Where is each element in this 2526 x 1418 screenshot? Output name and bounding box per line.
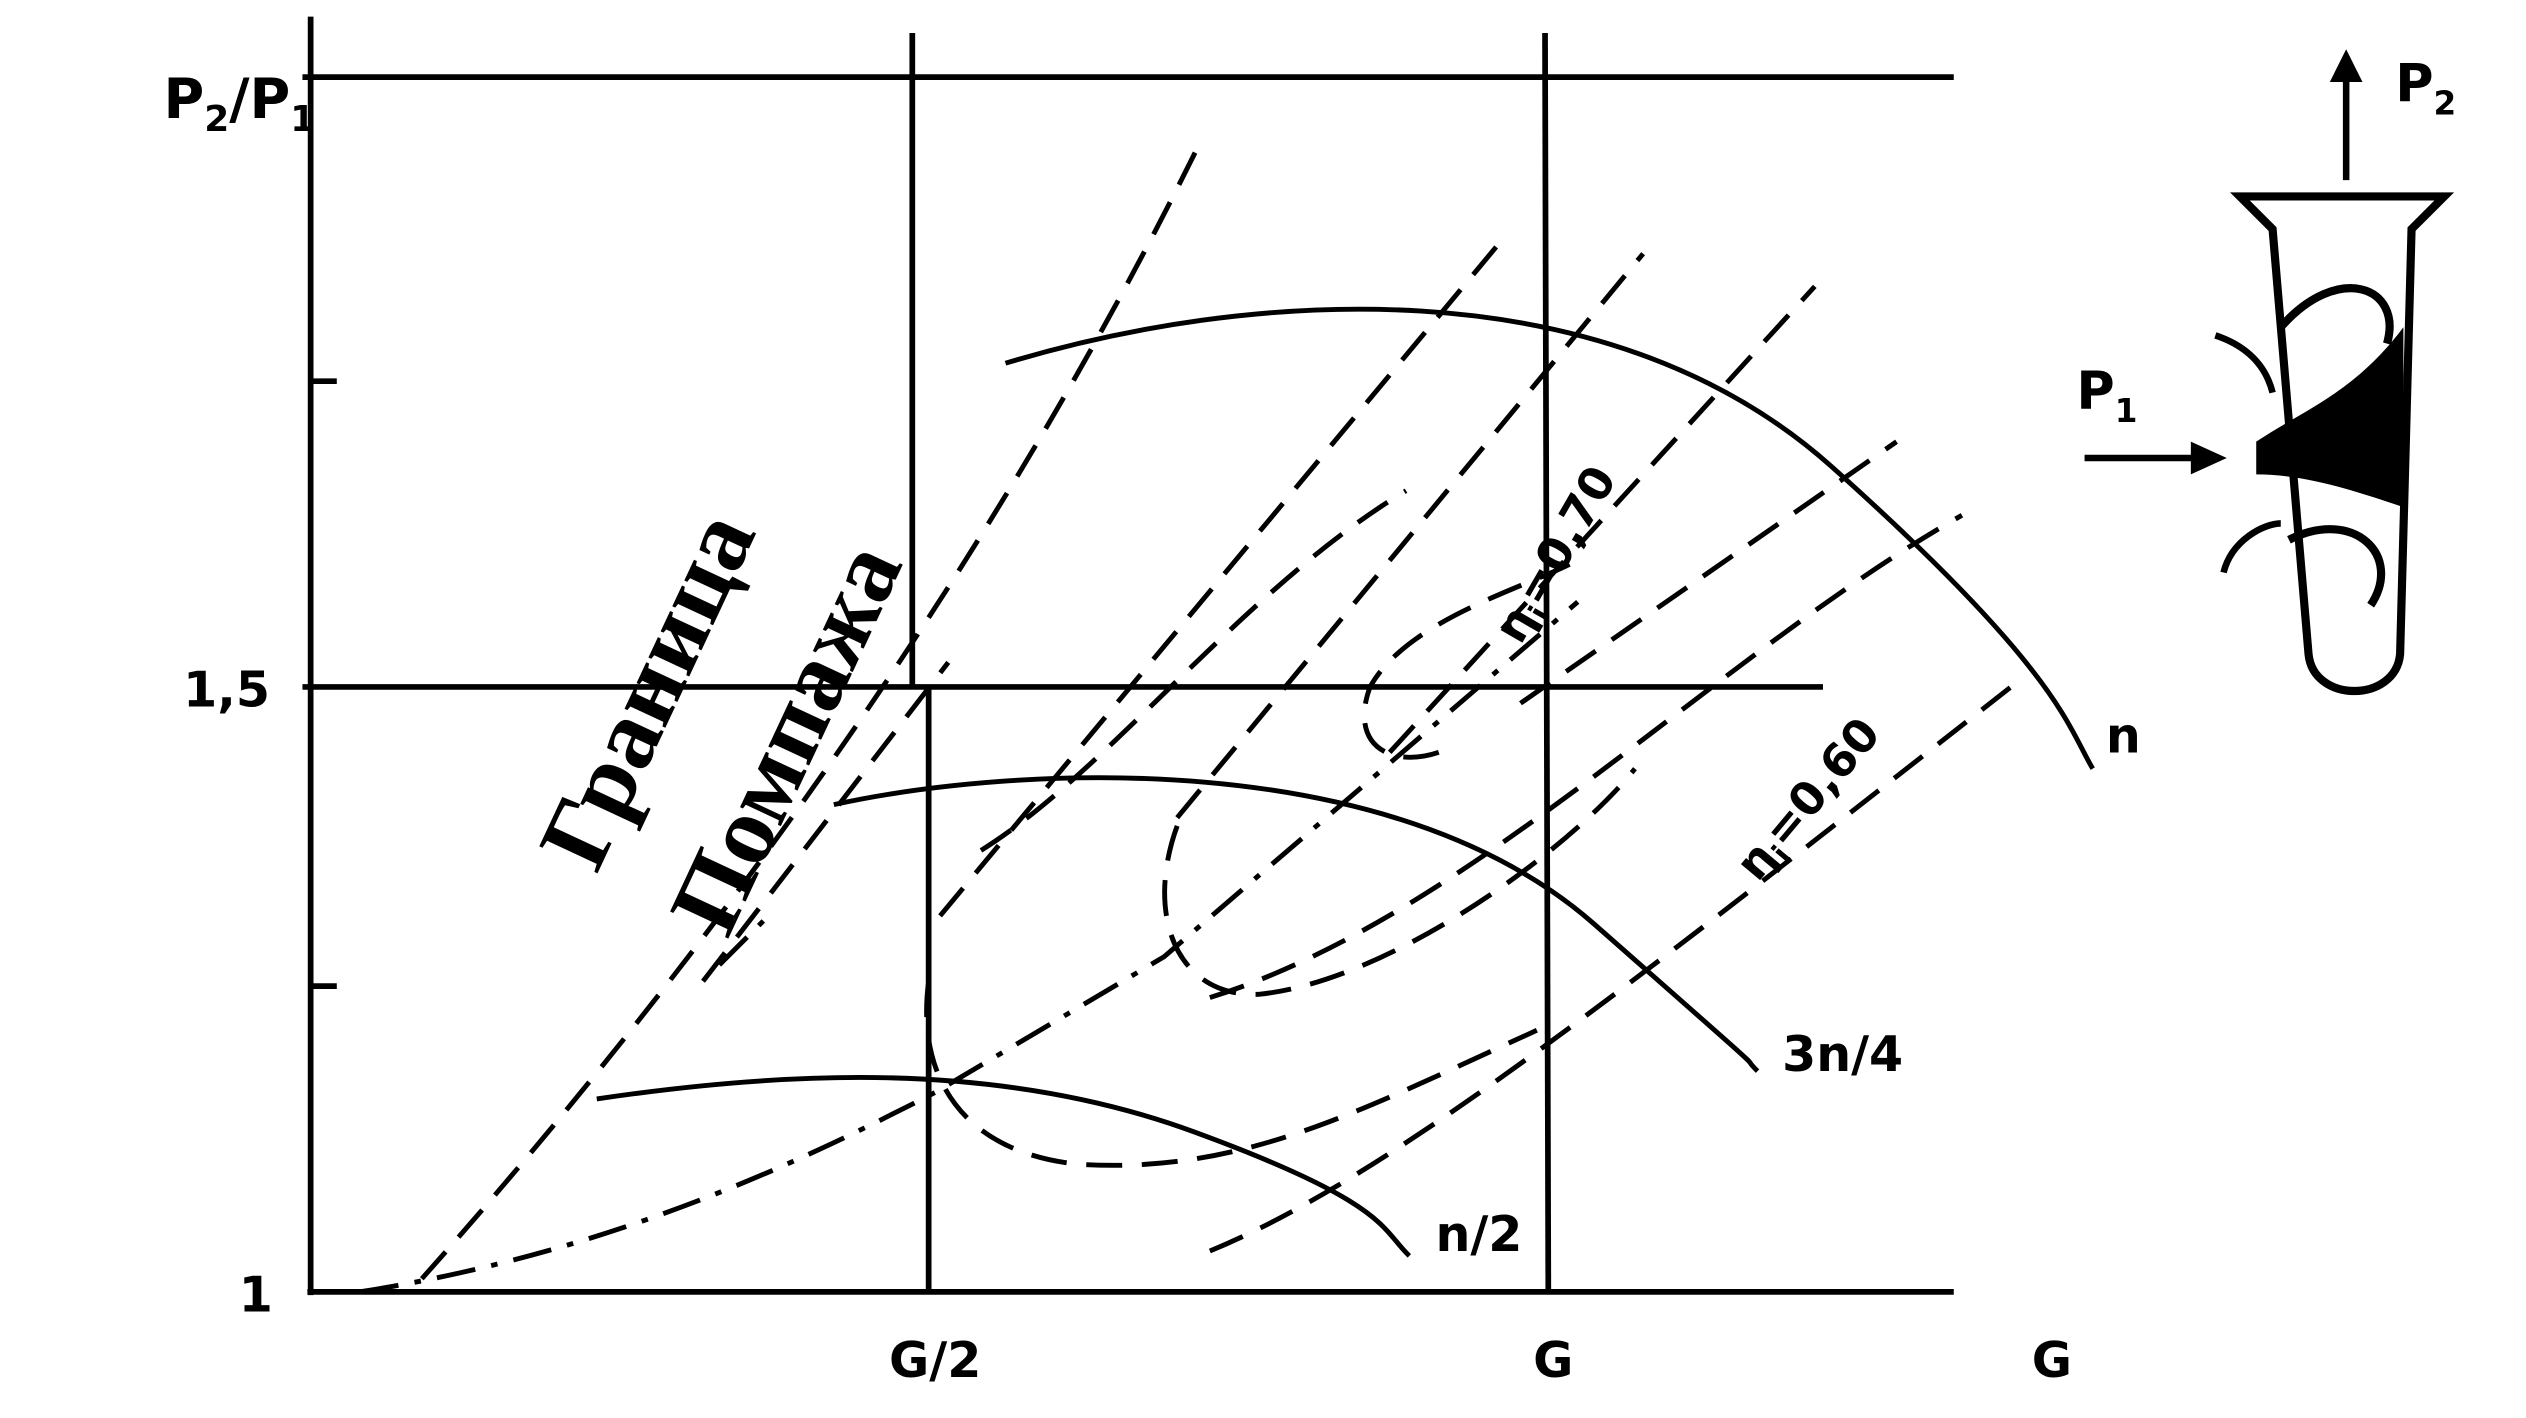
arrowhead: [2329, 49, 2363, 82]
compressor-sketch: P1 P2: [2076, 49, 2456, 696]
surge-line: [419, 138, 1204, 1281]
dashed-line: [1387, 284, 1817, 754]
outlet-label: P2: [2395, 54, 2456, 123]
surge-fragment: [717, 914, 771, 967]
dashed-line: [1519, 439, 1898, 706]
curve-label: 3n/4: [1782, 1025, 1903, 1083]
speed-curve: [596, 1075, 1412, 1258]
dashed-line: [979, 488, 1408, 853]
dashed-line: [1209, 513, 1964, 1000]
operating-line: [359, 600, 1580, 1295]
casing: [2230, 192, 2455, 696]
efficiency-island: [1162, 767, 1637, 997]
blade: [2214, 332, 2282, 574]
dashed-line: [701, 660, 951, 983]
inlet-label: P1: [2076, 361, 2137, 430]
efficiency-island: [1362, 562, 1571, 760]
arrowhead: [2190, 441, 2227, 475]
efficiency-label: ηi=0,60: [1725, 708, 1895, 894]
grid-line: [1542, 32, 1552, 1292]
dashed-line: [1208, 684, 2013, 1254]
curve-label: n: [2106, 706, 2141, 764]
axes: [302, 16, 1954, 1296]
efficiency-label: ηi=0,70: [1484, 457, 1632, 654]
impeller: [2277, 284, 2394, 608]
curve-label: n/2: [1435, 1205, 1522, 1263]
impeller-core: [2256, 327, 2404, 508]
y-tick-label: 1,5: [183, 661, 270, 719]
x-tick-label: G: [2032, 1331, 2072, 1389]
speed-curve: [833, 775, 1760, 1073]
y-axis-label: P2/P1: [163, 67, 315, 140]
efficiency-island: [924, 980, 1538, 1168]
dashed-line: [1175, 252, 1646, 820]
y-tick-label: 1: [239, 1265, 273, 1323]
efficiency-lines: [701, 235, 2013, 1254]
x-tick-label: G: [1533, 1331, 1573, 1389]
dashed-line: [938, 235, 1507, 918]
x-tick-label: G/2: [889, 1331, 981, 1389]
speed-curve: [1004, 306, 2095, 770]
